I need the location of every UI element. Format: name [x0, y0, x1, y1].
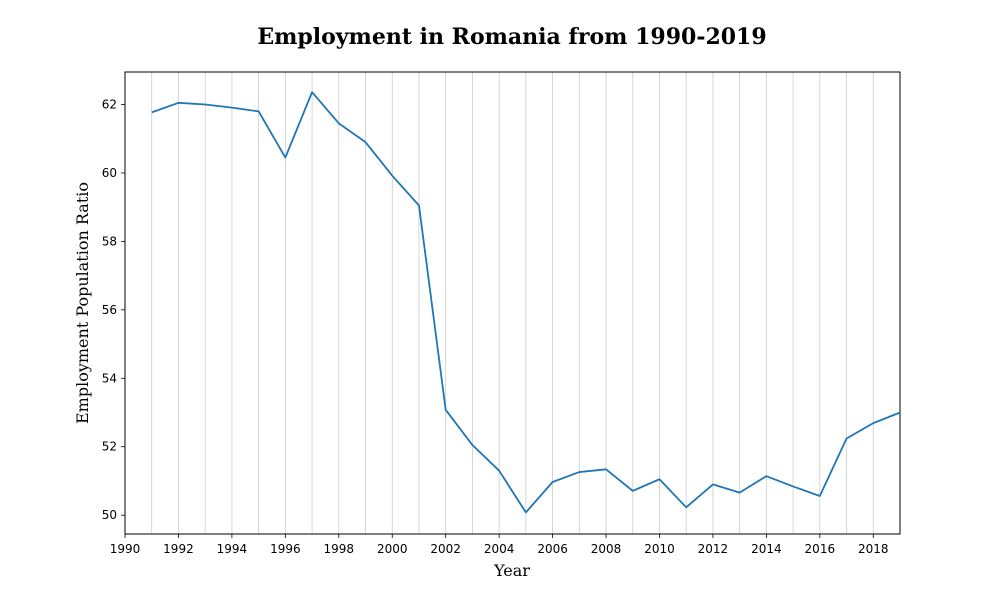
- axis-ticks: 1990 1992 1994 1996 1998 2000 2002 2004 2006 2008…: [102, 98, 889, 556]
- x-tick-label: 1992: [163, 542, 194, 556]
- x-tick-label: 1998: [324, 542, 355, 556]
- x-tick-label: 2016: [805, 542, 836, 556]
- employment-series-line: [151, 91, 901, 514]
- x-tick-label: 1994: [217, 542, 248, 556]
- x-tick-label: 2012: [698, 542, 729, 556]
- y-tick-label: 52: [102, 440, 117, 454]
- y-tick-label: 54: [102, 371, 117, 385]
- x-tick-label: 2000: [377, 542, 408, 556]
- x-axis-label: Year: [493, 561, 530, 580]
- x-tick-label: 2014: [751, 542, 782, 556]
- x-tick-label: 2006: [537, 542, 568, 556]
- y-tick-label: 62: [102, 98, 117, 112]
- y-tick-label: 50: [102, 508, 117, 522]
- y-tick-label: 60: [102, 166, 117, 180]
- series: [151, 91, 901, 514]
- plot-frame: [124, 71, 901, 535]
- x-tick-label: 1990: [110, 542, 141, 556]
- chart-title: Employment in Romania from 1990-2019: [257, 24, 766, 50]
- x-tick-label: 2002: [430, 542, 461, 556]
- y-axis-label: Employment Population Ratio: [73, 182, 92, 424]
- grid: [151, 72, 901, 534]
- y-tick-label: 58: [102, 234, 117, 248]
- y-tick-label: 56: [102, 303, 117, 317]
- x-tick-label: 2004: [484, 542, 515, 556]
- x-tick-label: 1996: [270, 542, 301, 556]
- x-tick-label: 2018: [858, 542, 889, 556]
- x-tick-label: 2010: [644, 542, 675, 556]
- x-tick-label: 2008: [591, 542, 622, 556]
